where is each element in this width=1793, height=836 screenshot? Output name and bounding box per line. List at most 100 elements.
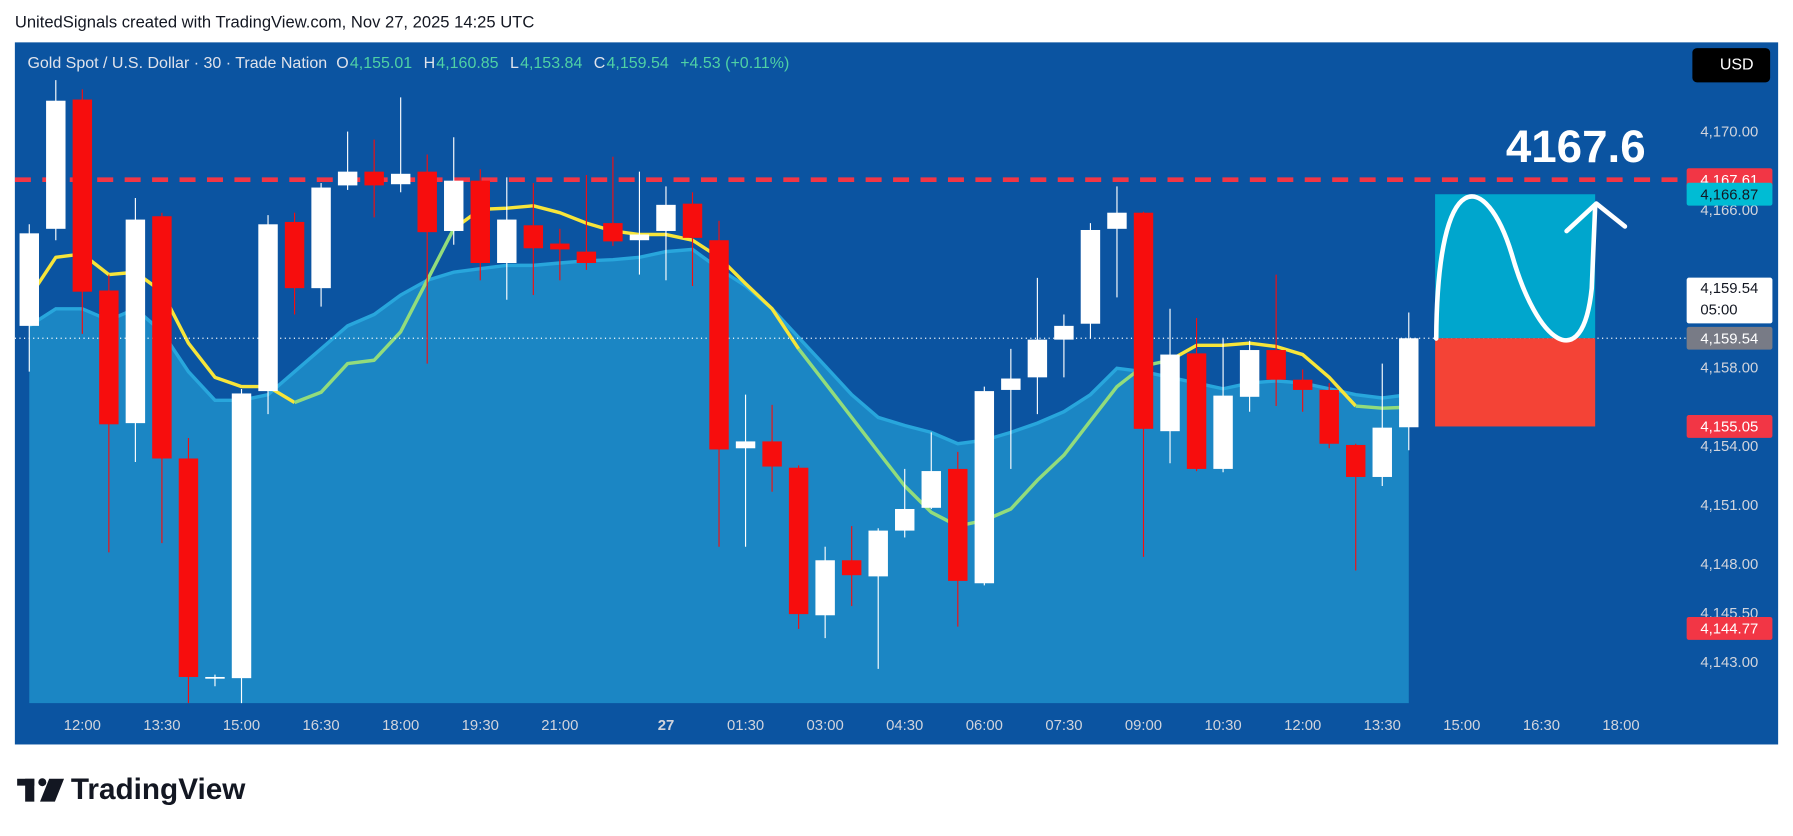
candle-body xyxy=(231,393,252,679)
candle-body xyxy=(205,676,225,679)
candle-body xyxy=(815,560,835,616)
legend-value: 4,159.54 xyxy=(606,55,668,72)
x-tick-label: 27 xyxy=(658,718,675,734)
candle-body xyxy=(19,233,39,326)
candle-body xyxy=(1266,350,1286,380)
candle-body xyxy=(1319,389,1339,444)
candle-body xyxy=(921,471,941,508)
candle-body xyxy=(99,290,119,425)
x-tick-label: 21:00 xyxy=(541,718,578,734)
candle-body xyxy=(337,171,358,186)
candle-body xyxy=(1160,354,1180,432)
candle-body xyxy=(178,458,199,677)
legend: Gold Spot / U.S. Dollar · 30 · Trade Nat… xyxy=(27,55,789,72)
last-price-label: 4,159.54 xyxy=(1700,281,1758,297)
candle-body xyxy=(1186,353,1207,469)
candle-body xyxy=(417,171,437,233)
price-badge xyxy=(1686,415,1773,438)
logo-text: TradingView xyxy=(71,773,246,806)
plot-area xyxy=(14,80,1687,704)
candle-body xyxy=(258,224,278,392)
y-tick-label: 4,143.00 xyxy=(1700,655,1758,671)
x-tick-label: 03:00 xyxy=(807,718,844,734)
legend-key: O xyxy=(336,55,348,72)
currency-button[interactable] xyxy=(1692,48,1771,83)
logo: TradingView xyxy=(17,773,246,806)
candle-body xyxy=(523,225,544,249)
candle-body xyxy=(1133,212,1154,429)
candle-body xyxy=(948,468,968,581)
legend-value: 4,155.01 xyxy=(350,55,412,72)
x-tick-label: 15:00 xyxy=(1443,718,1480,734)
candle-body xyxy=(46,100,66,229)
x-tick-label: 01:30 xyxy=(727,718,764,734)
legend-key: L xyxy=(510,55,519,72)
x-tick-label: 16:30 xyxy=(1523,718,1560,734)
countdown-label: 05:00 xyxy=(1700,303,1737,319)
candle-body xyxy=(311,187,331,289)
candle-body xyxy=(629,234,650,241)
x-tick-label: 09:00 xyxy=(1125,718,1162,734)
candle-body xyxy=(682,203,703,238)
forecast-arrowhead xyxy=(1564,201,1628,234)
candle-body xyxy=(603,223,623,242)
candle-body xyxy=(550,243,570,250)
price-badge-label: 4,144.77 xyxy=(1700,622,1758,638)
logo-shape xyxy=(25,778,35,802)
price-badge xyxy=(1686,182,1773,206)
candle-body xyxy=(72,99,93,292)
header-text: UnitedSignals created with TradingView.c… xyxy=(15,12,534,31)
candle-body xyxy=(390,173,411,185)
moving-average xyxy=(1169,341,1357,408)
moving-average xyxy=(452,204,801,350)
currency-label: USD xyxy=(1720,56,1754,73)
legend-value: 4,160.85 xyxy=(436,55,498,72)
candle-body xyxy=(762,441,782,467)
legend-change: +4.53 (+0.11%) xyxy=(680,55,789,72)
y-tick-label: 4,158.00 xyxy=(1700,360,1758,376)
x-tick-label: 07:30 xyxy=(1045,718,1082,734)
candle-body xyxy=(735,441,756,449)
candle-body xyxy=(284,221,305,289)
candle-body xyxy=(709,240,729,450)
annotation: 4167.6 xyxy=(1506,121,1646,172)
legend-value: 4,153.84 xyxy=(520,55,582,72)
x-tick-label: 04:30 xyxy=(886,718,923,734)
x-tick-label: 18:00 xyxy=(382,718,419,734)
legend-key: H xyxy=(424,55,436,72)
x-tick-label: 13:30 xyxy=(143,718,180,734)
price-badge xyxy=(1686,326,1773,350)
x-tick-label: 15:00 xyxy=(223,718,260,734)
candle-body xyxy=(470,180,490,264)
candle-body xyxy=(788,467,809,615)
logo-shape xyxy=(40,778,65,802)
price-badge-label: 4,155.05 xyxy=(1700,420,1758,436)
candle-body xyxy=(868,530,888,577)
x-tick-label: 19:30 xyxy=(462,718,499,734)
candle-body xyxy=(1399,338,1419,428)
candle-body xyxy=(656,204,676,231)
x-tick-label: 16:30 xyxy=(302,718,339,734)
candle-body xyxy=(841,560,862,576)
candle-body xyxy=(1346,444,1366,477)
candle-body xyxy=(152,216,172,459)
price-badge-label: 4,166.87 xyxy=(1700,187,1758,203)
axes: 4,143.004,145.504,148.004,151.004,154.00… xyxy=(64,125,1773,734)
candle-body xyxy=(125,219,146,424)
x-tick-label: 12:00 xyxy=(1284,718,1321,734)
y-tick-label: 4,148.00 xyxy=(1700,557,1758,573)
logo-shape xyxy=(38,778,47,787)
x-tick-label: 13:30 xyxy=(1364,718,1401,734)
candle-body xyxy=(1027,339,1048,378)
x-tick-label: 18:00 xyxy=(1602,718,1639,734)
candle-body xyxy=(444,180,464,231)
forecast-curve xyxy=(1433,194,1598,343)
candle-body xyxy=(497,219,517,264)
candle-body xyxy=(576,251,597,264)
candle-body xyxy=(1372,427,1392,477)
candle-body xyxy=(1213,395,1233,469)
x-tick-label: 06:00 xyxy=(966,718,1003,734)
drawing-overlay: 4167.6 xyxy=(1433,121,1646,343)
